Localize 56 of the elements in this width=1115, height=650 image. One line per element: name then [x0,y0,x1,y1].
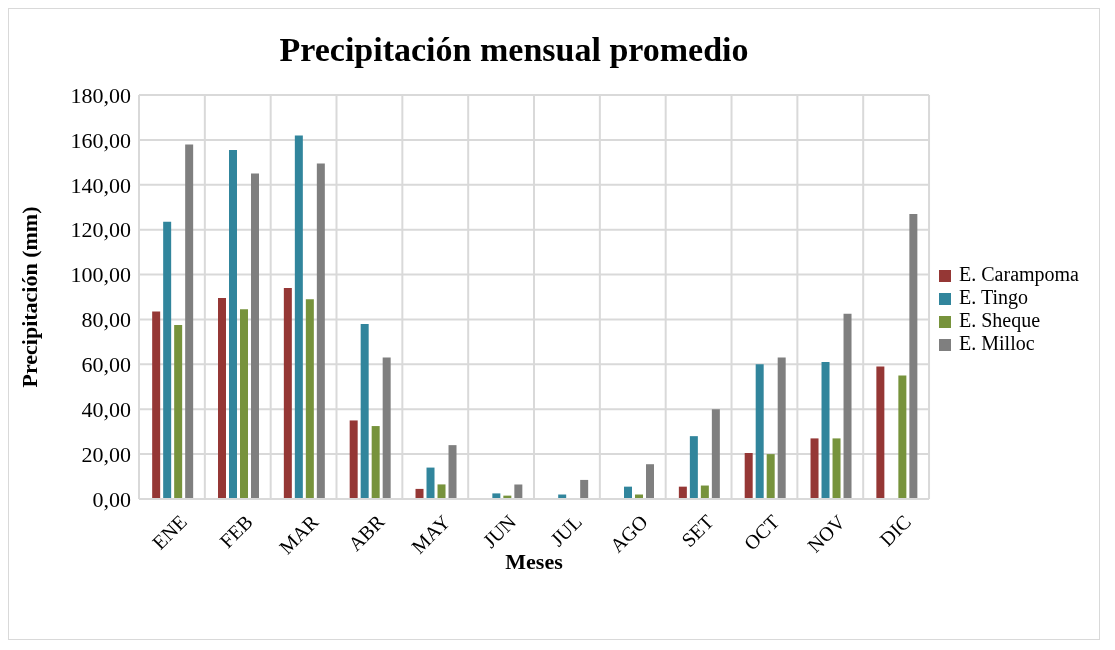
bar [843,313,852,499]
bar [163,221,172,499]
x-tick-label: SET [676,510,718,552]
y-tick-label: 40,00 [81,397,131,423]
legend-label: E. Sheque [959,309,1041,331]
x-tick-label: JUL [546,510,586,551]
y-tick-label: 120,00 [70,217,131,243]
bar [909,213,918,499]
bar [294,135,303,499]
bar [218,298,226,499]
bar [174,325,183,499]
bar [240,309,248,499]
bar [689,436,698,499]
y-tick-label: 20,00 [81,441,131,467]
bar [349,420,358,499]
bar [316,163,325,499]
y-tick-label: 160,00 [70,127,131,153]
bar [646,464,655,499]
legend-label: E. Milloc [959,332,1035,354]
bar [371,426,380,499]
bar [360,323,369,499]
bar [898,375,907,499]
y-tick-label: 60,00 [81,352,131,378]
bar [426,467,435,499]
bar [832,438,841,499]
chart-title: Precipitación mensual promedio [278,31,750,69]
bar [580,479,589,499]
bar [283,288,292,499]
bar [766,454,775,499]
bar [876,366,885,499]
x-tick-label: DIC [875,510,916,551]
y-tick-label: 180,00 [70,82,131,108]
legend-label: E. Tingo [959,286,1028,308]
x-axis-title: Meses [505,549,564,574]
bar [514,484,523,499]
bar [744,452,753,499]
bar [448,445,457,499]
bar [382,357,391,499]
bar [152,311,161,499]
bar [810,438,819,499]
bar [229,149,237,499]
bar [821,362,830,499]
y-tick-label: 0,00 [92,486,131,512]
y-tick-label: 140,00 [70,172,131,198]
bar [305,299,314,499]
x-tick-label: FEB [215,510,257,552]
bar [185,144,194,499]
bar [755,364,764,499]
legend-label: E. Carampoma [959,263,1079,285]
y-axis-title: Precipitación (mm) [16,206,42,388]
bar [711,409,720,499]
bar [251,173,259,499]
y-tick-label: 80,00 [81,307,131,333]
y-tick-label: 100,00 [70,262,131,288]
bar [777,357,786,499]
bar [437,484,446,499]
